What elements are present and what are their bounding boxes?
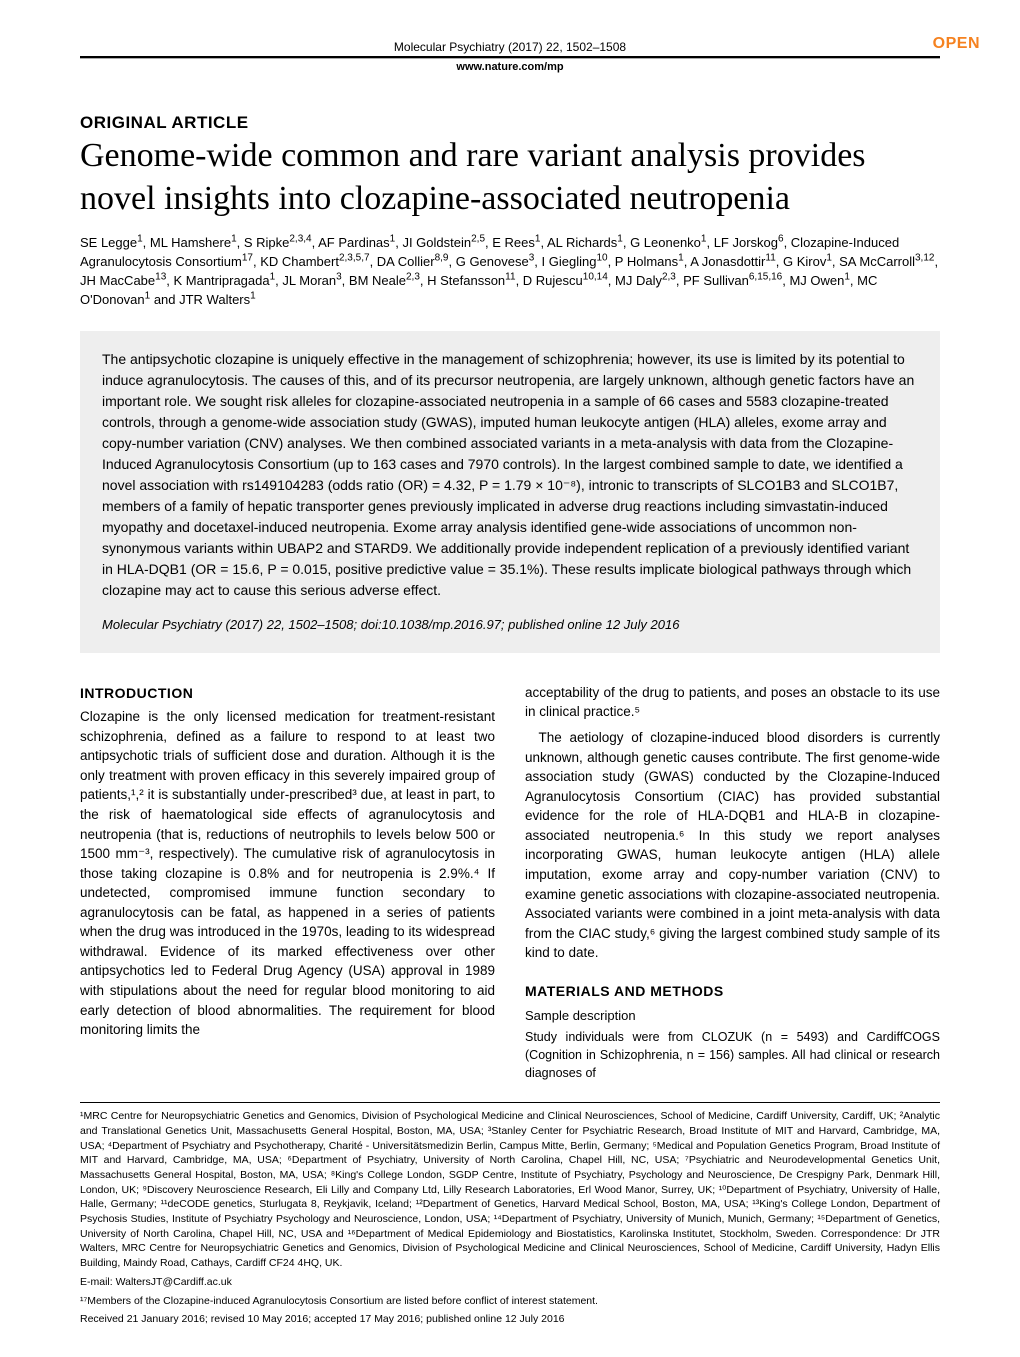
journal-url: www.nature.com/mp	[80, 58, 940, 73]
journal-header: Molecular Psychiatry (2017) 22, 1502–150…	[80, 40, 940, 58]
journal-citation-header: Molecular Psychiatry (2017) 22, 1502–150…	[394, 40, 626, 54]
article-title: Genome-wide common and rare variant anal…	[80, 135, 940, 220]
received-dates: Received 21 January 2016; revised 10 May…	[80, 1312, 940, 1327]
footnote-consortium: ¹⁷Members of the Clozapine-induced Agran…	[80, 1294, 940, 1309]
author-list: SE Legge1, ML Hamshere1, S Ripke2,3,4, A…	[80, 234, 940, 309]
sample-subheading: Sample description	[525, 1007, 940, 1026]
body-columns: INTRODUCTION Clozapine is the only licen…	[80, 683, 940, 1082]
methods-heading: MATERIALS AND METHODS	[525, 981, 940, 1001]
abstract-box: The antipsychotic clozapine is uniquely …	[80, 331, 940, 653]
citation-line: Molecular Psychiatry (2017) 22, 1502–150…	[102, 615, 918, 635]
intro-paragraph-1: Clozapine is the only licensed medicatio…	[80, 707, 495, 1040]
affiliations-block: ¹MRC Centre for Neuropsychiatric Genetic…	[80, 1102, 940, 1271]
abstract-text: The antipsychotic clozapine is uniquely …	[102, 351, 914, 598]
intro-paragraph-2a: acceptability of the drug to patients, a…	[525, 683, 940, 722]
article-type: ORIGINAL ARTICLE	[80, 113, 940, 133]
right-column: acceptability of the drug to patients, a…	[525, 683, 940, 1082]
correspondence-email: E-mail: WaltersJT@Cardiff.ac.uk	[80, 1275, 940, 1290]
intro-paragraph-2b: The aetiology of clozapine-induced blood…	[525, 728, 940, 963]
sample-text: Study individuals were from CLOZUK (n = …	[525, 1028, 940, 1082]
open-access-badge: OPEN	[933, 35, 980, 53]
left-column: INTRODUCTION Clozapine is the only licen…	[80, 683, 495, 1082]
intro-heading: INTRODUCTION	[80, 683, 495, 703]
